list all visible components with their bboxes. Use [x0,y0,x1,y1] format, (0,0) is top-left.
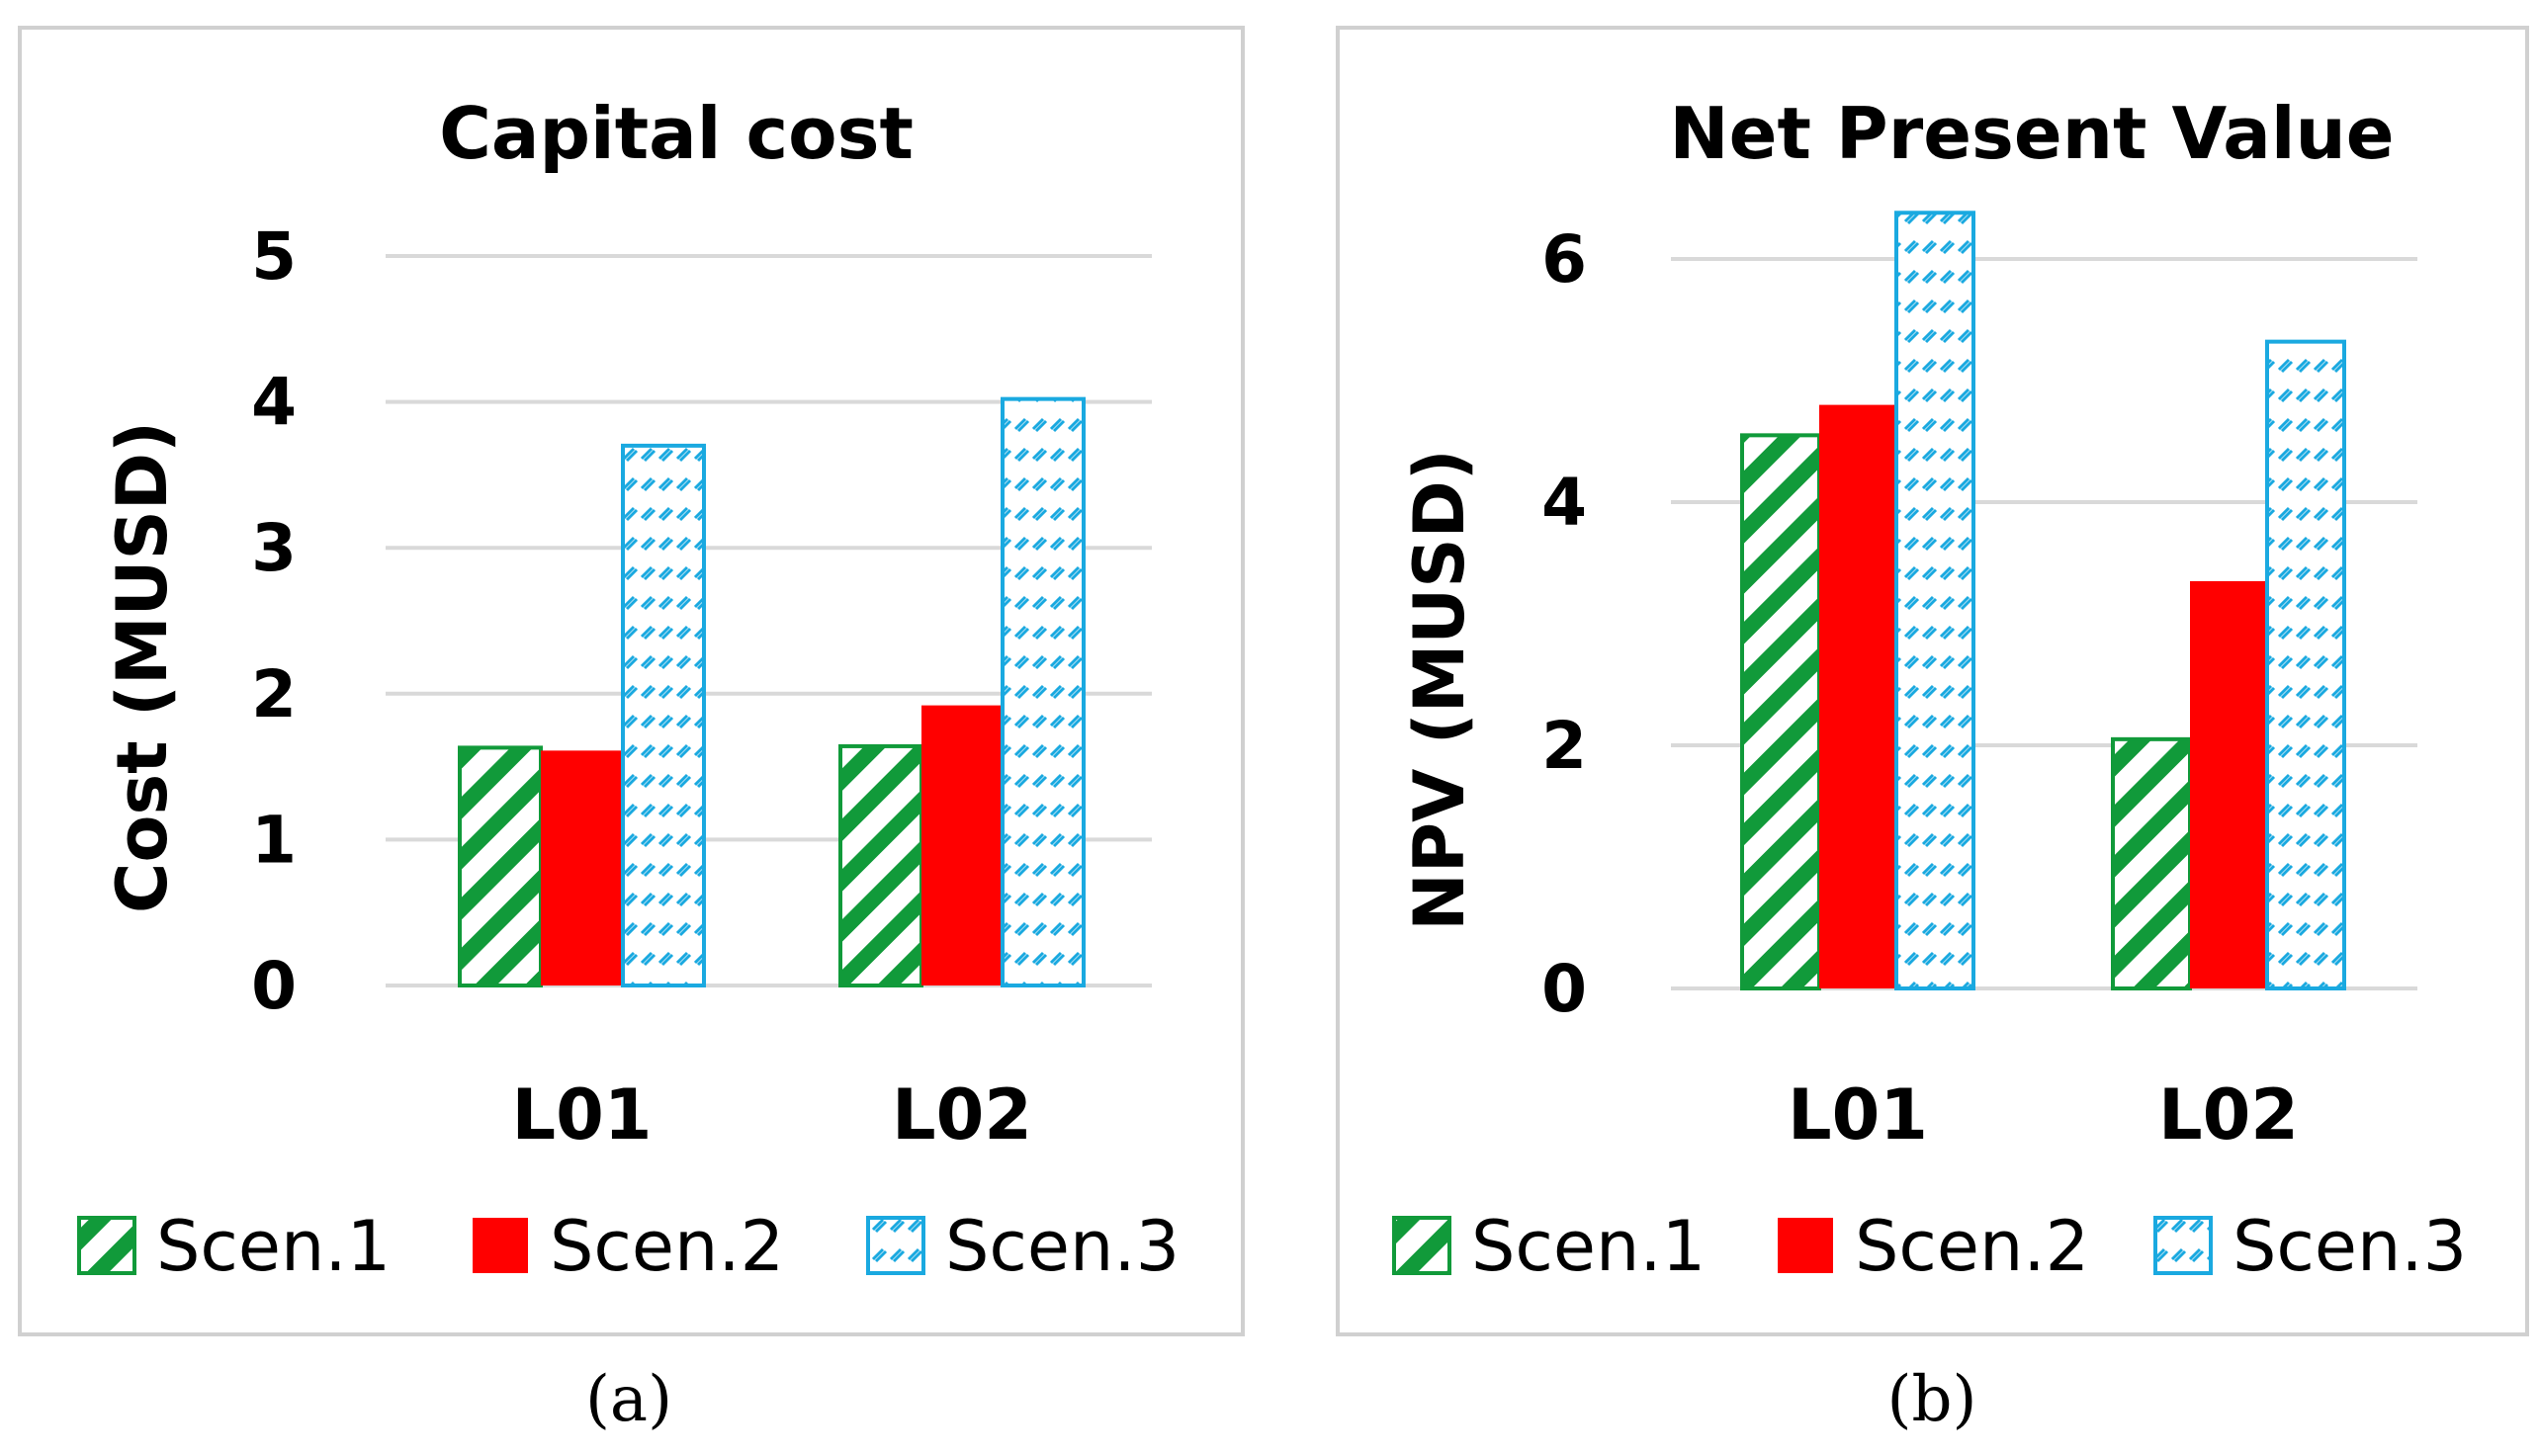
y-tick-label: 3 [251,510,297,586]
panel-b-caption: (b) [1887,1363,1977,1436]
bar-scen2-l01 [541,750,622,985]
bar-scen3-l01 [1894,211,1975,990]
bar-scen1-l01 [1740,433,1821,991]
legend-a-scen3-swatch [866,1216,925,1275]
y-tick-label: 2 [251,656,297,732]
panel-b-legend: Scen.1 Scen.2 Scen.3 [1392,1206,2467,1287]
panel-a-bars [458,396,1086,987]
y-tick-label: 0 [1541,951,1587,1027]
y-tick-label: 4 [1541,465,1587,541]
panel-b: Net Present Value 0 2 4 6 NPV (MUSD) L01 L02… [1336,26,2529,1436]
category-label: L02 [2158,1074,2299,1156]
legend-a-scen1-swatch [77,1216,136,1275]
y-tick-label: 5 [251,218,297,295]
legend-a-scen1-label: Scen.1 [156,1206,391,1287]
bar-scen2-l02 [2190,580,2267,988]
bar-scen3-l02 [2265,339,2346,990]
bar-scen3-l01 [621,443,706,987]
legend-a-scen2-label: Scen.2 [550,1206,784,1287]
bar-scen3-l02 [1001,396,1086,987]
panel-b-title: Net Present Value [1669,92,2394,175]
panel-b-categories: L01 L02 [1788,1074,2299,1156]
legend-b-scen3-swatch [2153,1216,2213,1275]
category-label: L02 [892,1074,1032,1156]
legend-b-scen2-swatch [1778,1218,1833,1273]
legend-b-scen1-swatch [1392,1216,1451,1275]
panel-b-y-ticks: 0 2 4 6 [1541,221,1587,1027]
panel-a-title: Capital cost [439,92,914,175]
panel-b-y-axis-label: NPV (MUSD) [1399,449,1480,930]
bar-scen1-l01 [458,745,543,987]
legend-b-scen1-label: Scen.1 [1471,1206,1706,1287]
bar-scen1-l02 [2111,736,2192,990]
panel-a-legend: Scen.1 Scen.2 Scen.3 [77,1206,1180,1287]
bar-scen1-l02 [838,743,923,987]
category-label: L01 [1788,1074,1928,1156]
panel-b-bars [1740,211,2346,991]
bar-scen2-l01 [1819,404,1896,989]
y-tick-label: 2 [1541,708,1587,784]
legend-a-scen3-label: Scen.3 [945,1206,1180,1287]
legend-b-scen2-label: Scen.2 [1855,1206,2089,1287]
panel-a-y-axis-label: Cost (MUSD) [102,421,183,913]
panel-a-caption: (a) [585,1363,672,1436]
y-tick-label: 4 [251,365,297,441]
panel-a: Capital cost 0 1 2 3 4 5 Cost (MUSD) L01 L02 S… [18,26,1245,1436]
y-tick-label: 6 [1541,221,1587,298]
y-tick-label: 0 [251,948,297,1024]
bar-scen2-l02 [921,705,1003,985]
category-label: L01 [511,1074,652,1156]
panel-a-categories: L01 L02 [511,1074,1032,1156]
legend-a-scen2-swatch [473,1218,528,1273]
legend-b-scen3-label: Scen.3 [2233,1206,2467,1287]
y-tick-label: 1 [251,802,297,878]
panel-a-y-ticks: 0 1 2 3 4 5 [251,218,297,1024]
